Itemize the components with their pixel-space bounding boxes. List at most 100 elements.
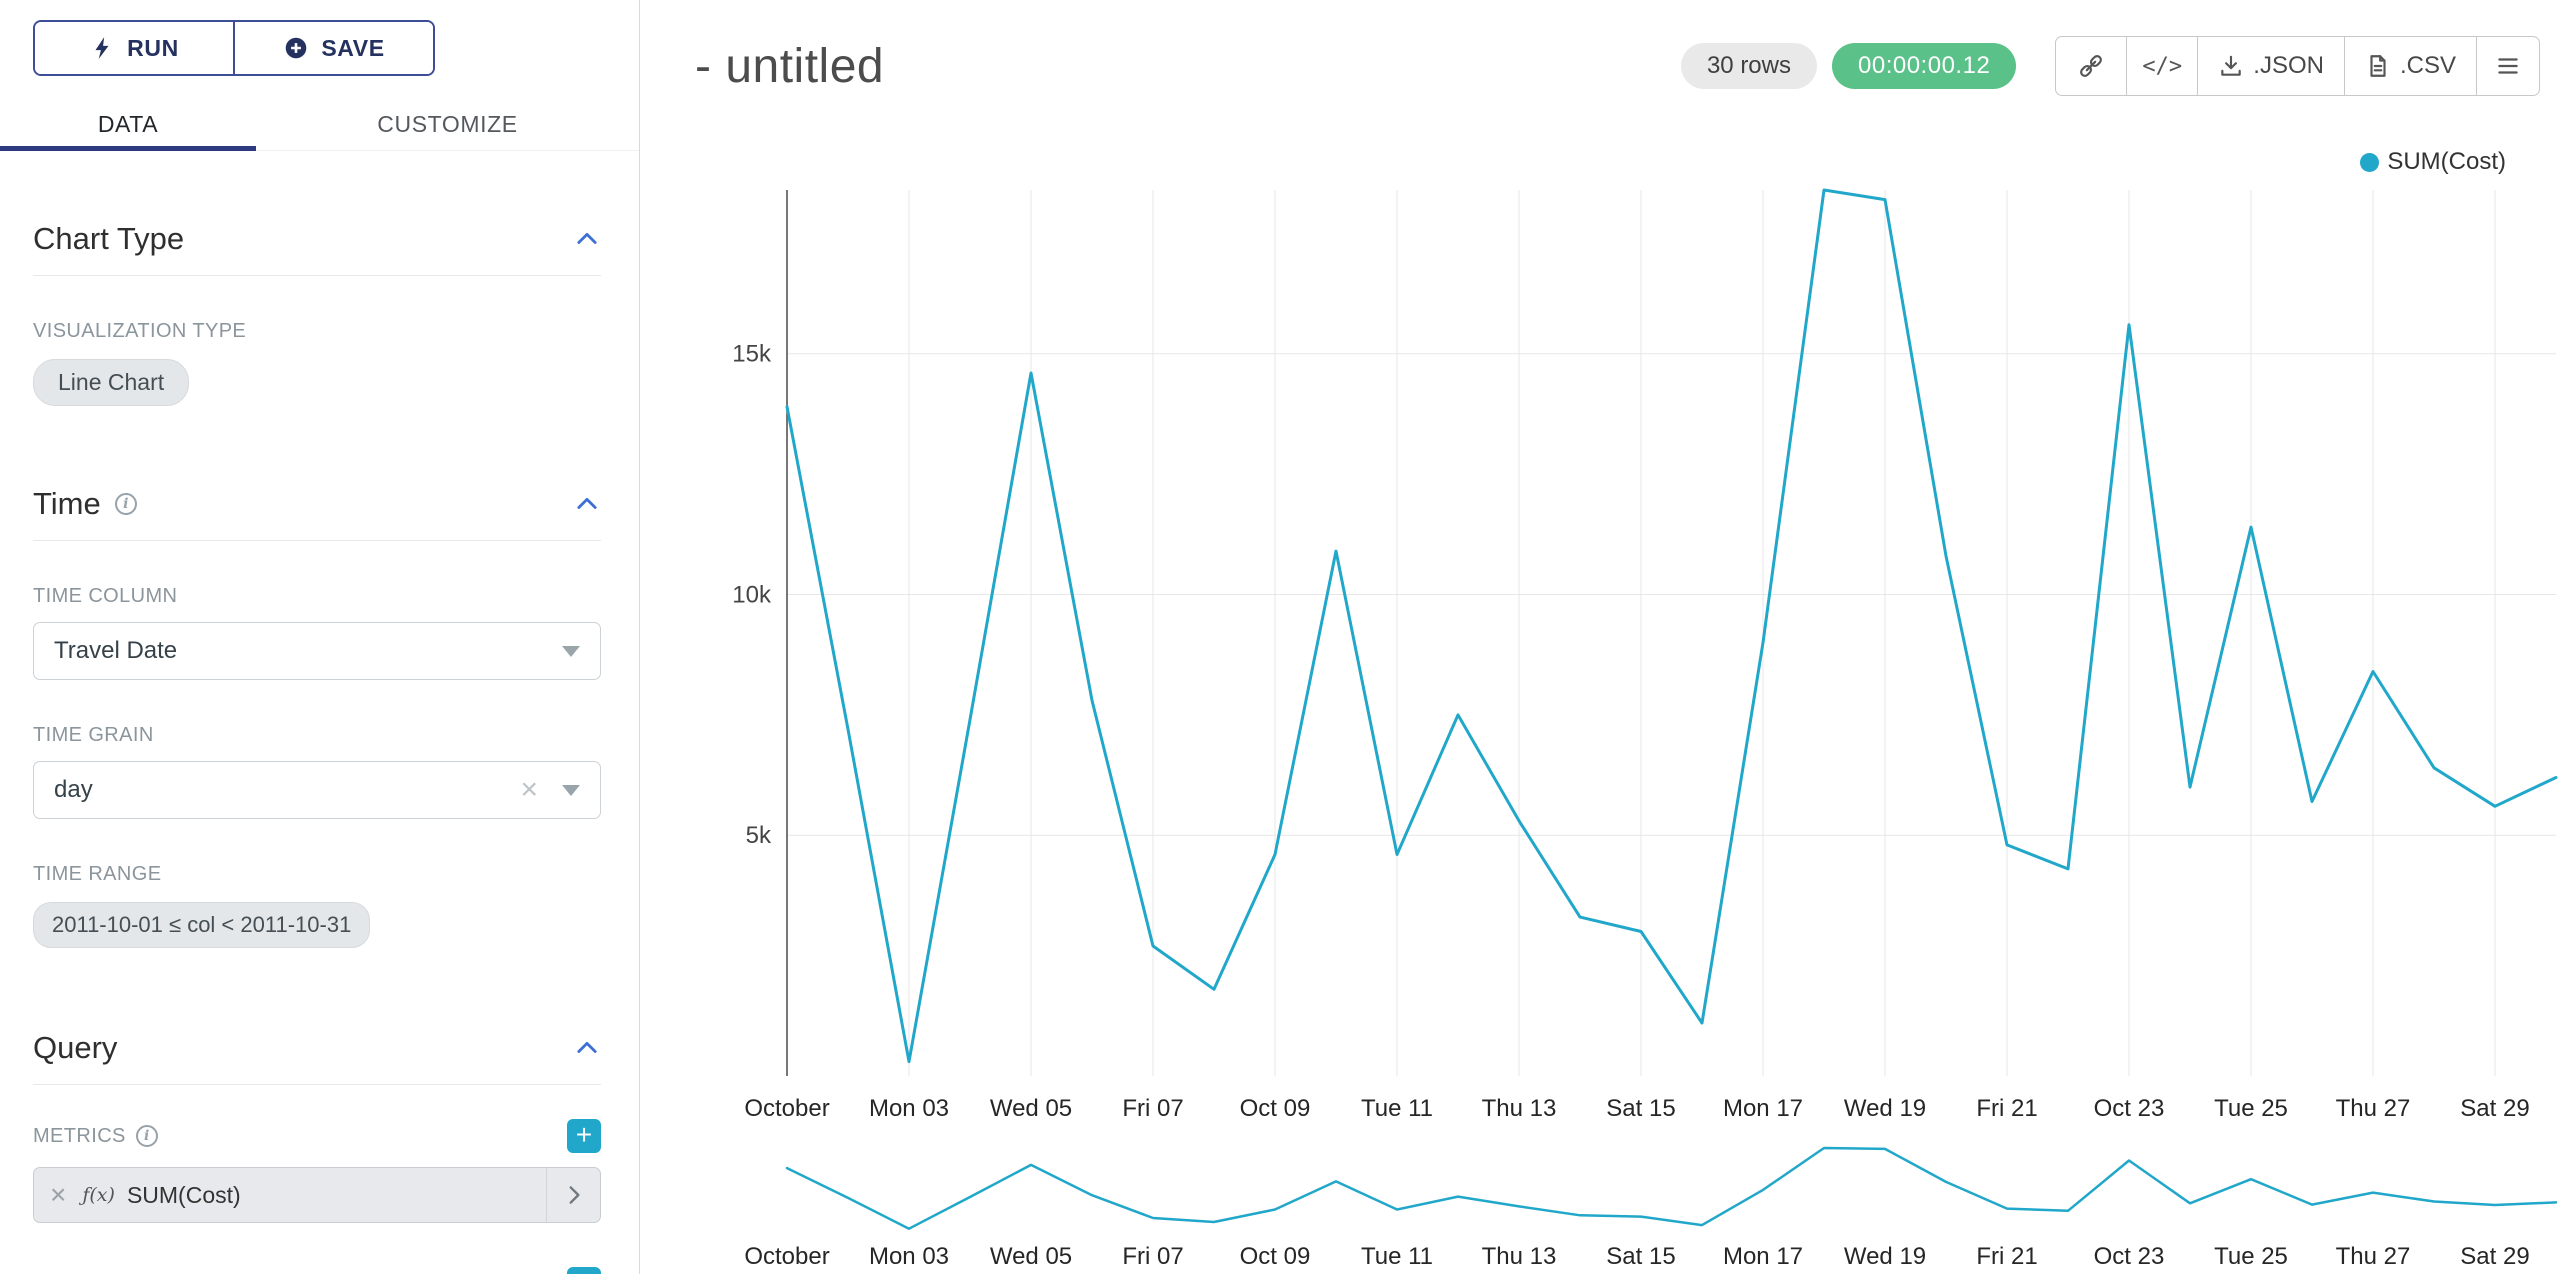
save-button[interactable]: SAVE xyxy=(235,22,433,74)
time-column-value: Travel Date xyxy=(54,637,178,664)
chevron-up-icon xyxy=(577,1041,597,1053)
section-time-title: Time xyxy=(33,486,101,521)
filters-label: FILTERS xyxy=(33,1273,117,1274)
function-icon: ƒ(x) xyxy=(82,1184,115,1206)
expand-metric-control[interactable] xyxy=(546,1168,600,1222)
lightning-icon xyxy=(95,37,109,59)
svg-text:Wed 05: Wed 05 xyxy=(990,1243,1072,1270)
svg-text:Tue 25: Tue 25 xyxy=(2214,1243,2288,1270)
chevron-right-icon xyxy=(569,1186,580,1204)
line-chart[interactable]: 5k 10k 15k October Mon 03 Wed 05 Fri 07 Oct 09 T… xyxy=(641,130,2576,1130)
plus-circle-icon xyxy=(286,37,307,59)
panel-body: Chart Type VISUALIZATION TYPE Line Chart… xyxy=(0,151,639,1274)
chevron-down-icon xyxy=(562,646,580,657)
section-chart-type-title: Chart Type xyxy=(33,221,185,256)
run-button[interactable]: RUN xyxy=(35,22,235,74)
time-range-label: TIME RANGE xyxy=(33,863,162,885)
query-timer-badge: 00:00:00.12 xyxy=(1832,43,2017,89)
svg-text:Sat 15: Sat 15 xyxy=(1606,1243,1675,1270)
export-button-group: </> .JSON xyxy=(2055,36,2540,96)
svg-text:10k: 10k xyxy=(732,581,772,608)
chart-area: - untitled 30 rows 00:00:00.12 </> xyxy=(641,0,2576,1274)
visualization-type-label: VISUALIZATION TYPE xyxy=(33,320,247,342)
svg-text:Mon 03: Mon 03 xyxy=(869,1095,949,1122)
legend-dot xyxy=(2360,152,2380,172)
embed-code-button[interactable]: </> xyxy=(2126,36,2199,96)
svg-text:Oct 23: Oct 23 xyxy=(2094,1095,2165,1122)
time-column-label: TIME COLUMN xyxy=(33,585,178,607)
svg-text:5k: 5k xyxy=(746,822,772,849)
svg-text:Fri 21: Fri 21 xyxy=(1976,1243,2037,1270)
add-filter-button[interactable] xyxy=(567,1267,601,1274)
action-row: RUN SAVE xyxy=(0,0,639,76)
time-grain-value: day xyxy=(54,776,93,803)
info-icon[interactable] xyxy=(135,1125,158,1147)
download-icon xyxy=(2221,55,2242,76)
svg-text:Tue 11: Tue 11 xyxy=(1361,1243,1433,1270)
svg-text:Wed 19: Wed 19 xyxy=(1844,1243,1926,1270)
control-panel: RUN SAVE DATA CUSTOMIZE Chart Type xyxy=(0,0,640,1274)
svg-text:Thu 13: Thu 13 xyxy=(1482,1243,1557,1270)
tab-data[interactable]: DATA xyxy=(0,98,256,151)
svg-text:Thu 27: Thu 27 xyxy=(2336,1095,2411,1122)
svg-text:Tue 11: Tue 11 xyxy=(1361,1095,1433,1122)
svg-text:Sat 29: Sat 29 xyxy=(2460,1243,2529,1270)
chart-title[interactable]: - untitled xyxy=(695,39,885,93)
metric-label: SUM(Cost) xyxy=(126,1181,241,1208)
remove-metric-icon[interactable] xyxy=(34,1181,82,1209)
run-save-button-group: RUN SAVE xyxy=(33,20,435,76)
section-chart-type-header[interactable]: Chart Type xyxy=(33,221,601,276)
svg-text:Wed 05: Wed 05 xyxy=(990,1095,1072,1122)
add-metric-button[interactable] xyxy=(567,1119,601,1153)
time-column-select[interactable]: Travel Date xyxy=(33,622,601,680)
chevron-up-icon xyxy=(577,497,597,509)
save-button-label: SAVE xyxy=(321,34,385,61)
panel-tabs: DATA CUSTOMIZE xyxy=(0,98,639,151)
export-csv-button[interactable]: .CSV xyxy=(2343,36,2477,96)
tab-customize[interactable]: CUSTOMIZE xyxy=(377,110,518,137)
svg-text:15k: 15k xyxy=(732,341,772,368)
metrics-label: METRICS xyxy=(33,1124,126,1147)
time-grain-select[interactable]: day xyxy=(33,761,601,819)
svg-text:Oct 09: Oct 09 xyxy=(1240,1095,1311,1122)
svg-text:Sat 15: Sat 15 xyxy=(1606,1095,1675,1122)
hamburger-icon xyxy=(2498,58,2518,74)
code-icon: </> xyxy=(2142,53,2183,79)
export-json-button[interactable]: .JSON xyxy=(2197,36,2345,96)
chart-header: - untitled 30 rows 00:00:00.12 </> xyxy=(641,0,2576,96)
export-json-label: .JSON xyxy=(2253,52,2324,79)
svg-text:Oct 23: Oct 23 xyxy=(2094,1243,2165,1270)
svg-text:Wed 19: Wed 19 xyxy=(1844,1095,1926,1122)
svg-text:Mon 17: Mon 17 xyxy=(1723,1095,1803,1122)
row-count-badge: 30 rows xyxy=(1680,43,1817,89)
legend-label: SUM(Cost) xyxy=(2387,148,2506,175)
chevron-down-icon xyxy=(562,785,580,796)
menu-button[interactable] xyxy=(2476,36,2540,96)
svg-text:Tue 25: Tue 25 xyxy=(2214,1095,2288,1122)
info-icon[interactable] xyxy=(114,493,137,515)
time-range-value[interactable]: 2011-10-01 ≤ col < 2011-10-31 xyxy=(33,902,371,948)
chart-legend[interactable]: SUM(Cost) xyxy=(2360,148,2506,176)
section-query-header[interactable]: Query xyxy=(33,1030,601,1085)
svg-text:October: October xyxy=(744,1243,829,1270)
filters-label-row: FILTERS xyxy=(33,1267,601,1274)
section-time: Time TIME COLUMN Travel Date TIME GRAIN … xyxy=(33,486,601,948)
chevron-up-icon xyxy=(577,232,597,244)
svg-text:Oct 09: Oct 09 xyxy=(1240,1243,1311,1270)
svg-text:Fri 07: Fri 07 xyxy=(1122,1095,1183,1122)
svg-text:Fri 07: Fri 07 xyxy=(1122,1243,1183,1270)
brush-minimap-chart[interactable]: October Mon 03 Wed 05 Fri 07 Oct 09 Tue 11 Thu… xyxy=(641,1130,2576,1274)
metric-chip[interactable]: ƒ(x) SUM(Cost) xyxy=(33,1167,601,1223)
svg-text:Mon 17: Mon 17 xyxy=(1723,1243,1803,1270)
clear-icon[interactable] xyxy=(520,775,538,805)
metrics-label-row: METRICS xyxy=(33,1119,601,1153)
header-actions: 30 rows 00:00:00.12 </> xyxy=(1680,36,2540,96)
svg-text:Thu 13: Thu 13 xyxy=(1482,1095,1557,1122)
share-link-button[interactable] xyxy=(2055,36,2128,96)
visualization-type-value[interactable]: Line Chart xyxy=(33,359,190,406)
svg-text:Thu 27: Thu 27 xyxy=(2336,1243,2411,1270)
svg-text:Sat 29: Sat 29 xyxy=(2460,1095,2529,1122)
time-grain-label: TIME GRAIN xyxy=(33,724,154,746)
section-time-header[interactable]: Time xyxy=(33,486,601,541)
svg-text:Mon 03: Mon 03 xyxy=(869,1243,949,1270)
